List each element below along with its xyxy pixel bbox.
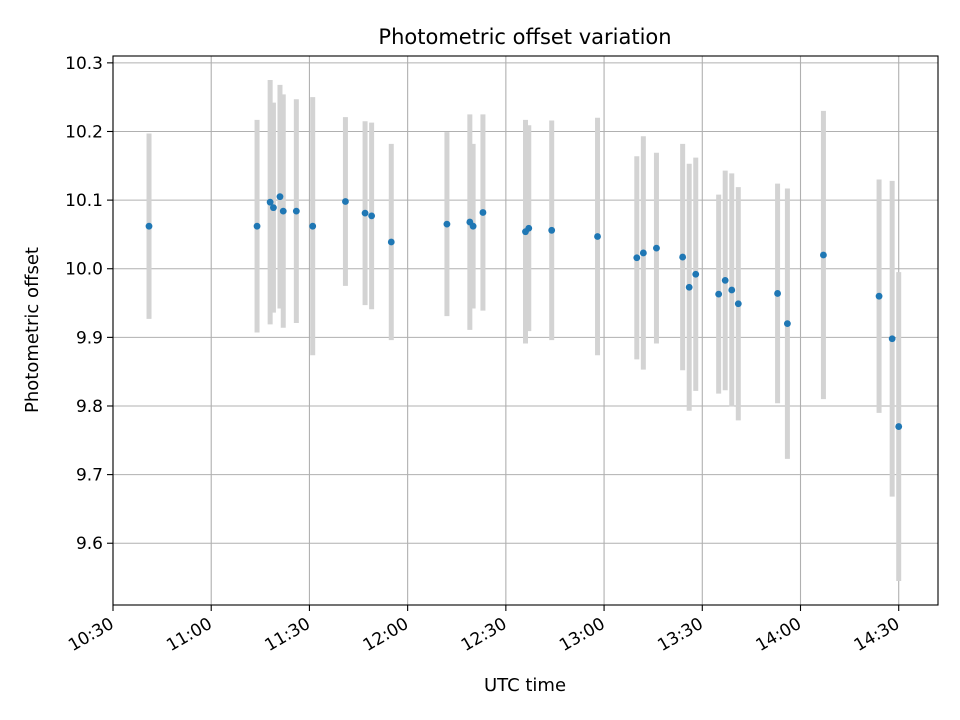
data-point [469, 222, 477, 230]
y-axis-label: Photometric offset [22, 247, 43, 413]
y-tick-label: 10.2 [65, 122, 103, 142]
y-axis-ticks: 9.6 9.7 9.8 9.9 10.0 10.1 10.2 10.3 [65, 54, 113, 554]
data-point [525, 224, 533, 232]
y-tick-label: 9.9 [76, 328, 103, 348]
chart-title: Photometric offset variation [378, 25, 671, 49]
data-point [633, 254, 641, 262]
data-point [875, 292, 883, 300]
data-point [679, 253, 687, 261]
data-point [548, 226, 556, 234]
data-point [145, 222, 153, 230]
data-point [728, 286, 736, 294]
data-point [774, 290, 781, 297]
data-point [594, 233, 601, 240]
data-point [715, 290, 723, 298]
data-point [895, 423, 903, 430]
data-point [368, 212, 376, 220]
data-point [443, 220, 451, 228]
data-point [479, 209, 487, 216]
data-point [685, 283, 693, 291]
data-point [692, 270, 700, 278]
data-point [253, 222, 261, 230]
y-tick-label: 9.8 [76, 397, 103, 417]
data-point [734, 300, 742, 308]
y-tick-label: 10.3 [65, 54, 103, 74]
data-point [276, 193, 284, 201]
data-point [292, 207, 300, 215]
data-points [145, 193, 903, 430]
plot-frame [112, 55, 939, 606]
data-point [387, 238, 395, 246]
data-point [653, 244, 660, 252]
y-tick-label: 10.0 [65, 260, 103, 280]
data-point [279, 207, 287, 215]
x-axis-label: UTC time [484, 675, 566, 696]
data-point [784, 320, 791, 328]
data-point [361, 209, 369, 217]
data-point [309, 222, 317, 230]
data-point [342, 198, 349, 205]
y-tick-label: 9.6 [76, 534, 103, 554]
y-tick-label: 9.7 [76, 466, 103, 486]
y-tick-label: 10.1 [65, 191, 103, 211]
data-point [888, 335, 896, 343]
data-point [266, 198, 274, 206]
data-point [721, 277, 729, 284]
data-point [270, 204, 277, 212]
data-point [639, 249, 647, 257]
data-point [820, 251, 827, 259]
